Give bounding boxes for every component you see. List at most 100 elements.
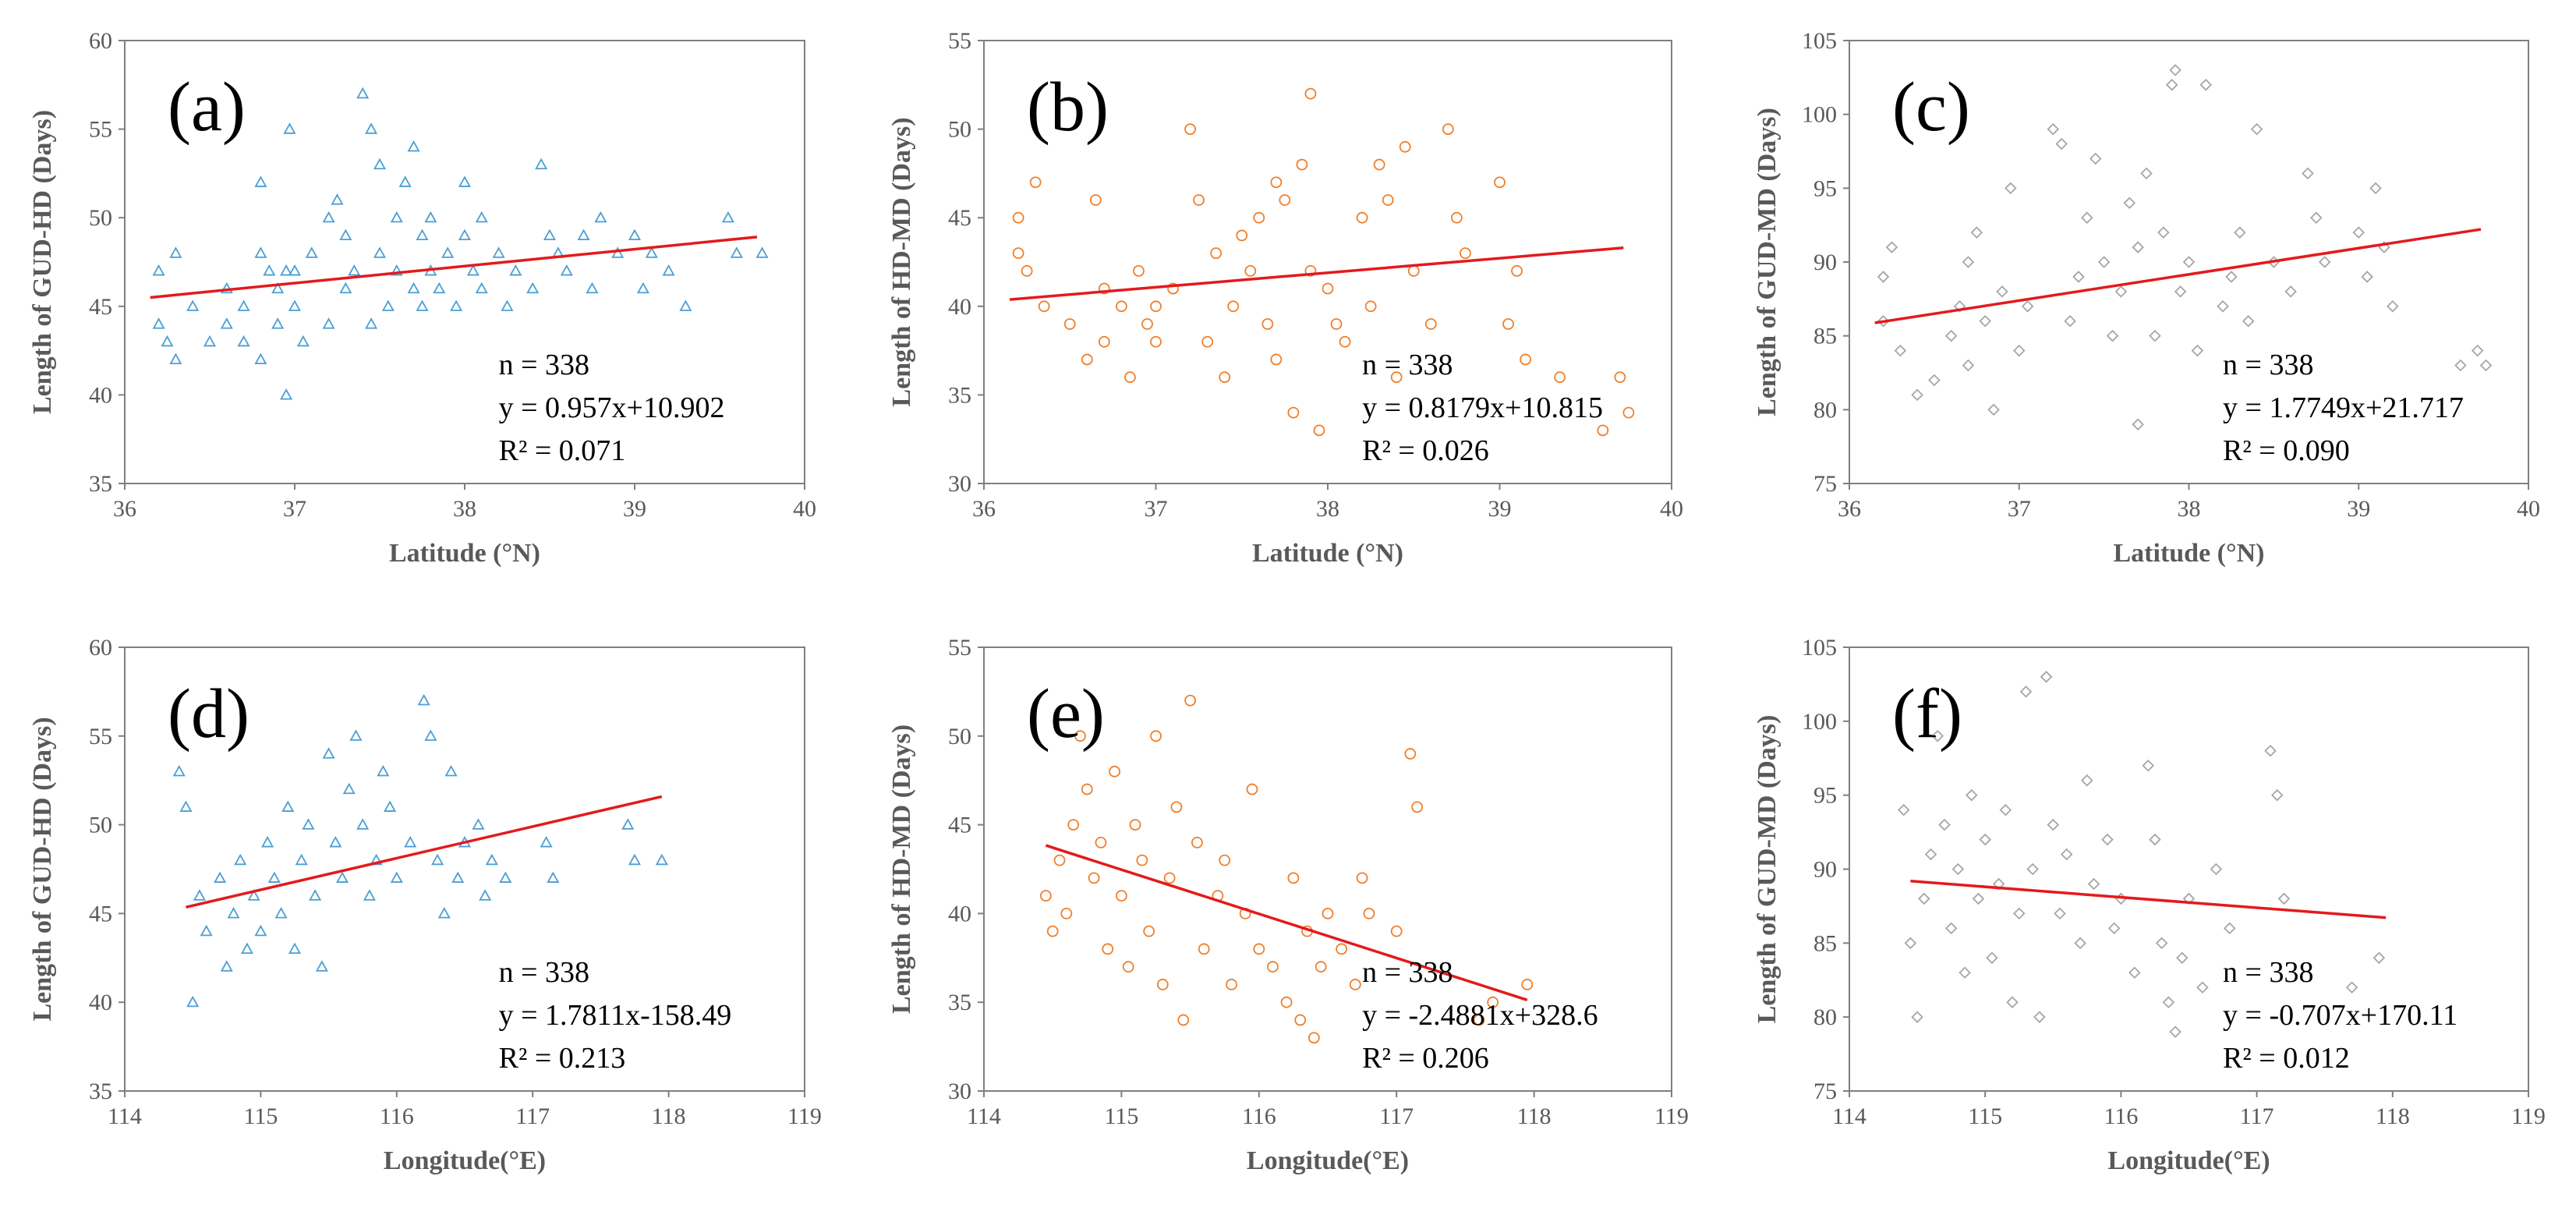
x-tick-label: 114	[1832, 1103, 1867, 1129]
data-point-60	[560, 264, 573, 276]
data-point-38	[1356, 211, 1368, 224]
data-point-19	[1170, 801, 1183, 813]
data-point-9	[1098, 335, 1110, 348]
data-point-36	[1330, 318, 1343, 330]
data-point-25	[349, 729, 363, 741]
data-point-26	[331, 193, 344, 205]
y-tick-label: 60	[89, 635, 112, 661]
data-point-40	[1373, 158, 1385, 171]
data-point-40	[407, 140, 420, 152]
data-point-4	[200, 924, 213, 937]
y-axis-title: Length of GUD-HD (Days)	[28, 110, 57, 414]
data-point-37	[1322, 908, 1334, 919]
data-point-21	[1219, 371, 1231, 384]
data-point-55	[2479, 359, 2493, 372]
data-point-35	[381, 299, 395, 311]
y-axis-title: Length of GUD-MD (Days)	[1753, 715, 1782, 1024]
panel-label: (c)	[1892, 69, 1970, 146]
data-point-30	[384, 800, 397, 812]
panel-label: (a)	[168, 69, 246, 146]
data-point-47	[2318, 256, 2331, 268]
data-point-28	[339, 228, 352, 241]
data-point-52	[475, 282, 488, 294]
y-tick-label: 105	[1802, 635, 1837, 661]
data-point-16	[1167, 282, 1179, 295]
data-point-39	[407, 282, 420, 294]
data-point-15	[2012, 344, 2026, 357]
data-point-38	[1336, 943, 1348, 955]
data-point-31	[1296, 158, 1308, 171]
data-point-42	[2250, 122, 2263, 136]
data-point-25	[2074, 937, 2086, 950]
data-point-20	[315, 960, 328, 972]
data-point-51	[1511, 264, 1523, 277]
y-tick-label: 55	[948, 28, 971, 54]
data-point-41	[2223, 922, 2236, 935]
data-point-8	[1962, 256, 1975, 268]
data-point-20	[2072, 271, 2085, 283]
x-tick-label: 40	[793, 496, 816, 522]
y-tick-label: 30	[948, 471, 971, 497]
data-point-26	[1261, 318, 1274, 330]
y-tick-label: 45	[89, 901, 112, 926]
data-point-45	[2345, 981, 2358, 994]
data-point-2	[1053, 854, 1066, 866]
data-point-11	[1116, 890, 1127, 902]
data-point-13	[1141, 318, 1153, 330]
data-point-38	[451, 871, 465, 883]
data-point-53	[1554, 371, 1566, 384]
data-point-28	[1270, 353, 1283, 366]
x-tick-label: 117	[1379, 1103, 1414, 1129]
data-point-14	[1136, 854, 1148, 866]
data-point-50	[466, 264, 479, 276]
data-point-37	[2199, 79, 2213, 91]
y-tick-label: 55	[89, 117, 112, 143]
x-tick-label: 114	[967, 1103, 1001, 1129]
data-point-19	[283, 122, 296, 134]
y-tick-label: 95	[1813, 175, 1837, 201]
data-point-29	[2140, 167, 2153, 180]
data-point-29	[2107, 922, 2121, 935]
x-tick-label: 116	[380, 1103, 414, 1129]
data-point-35	[1322, 282, 1334, 295]
data-point-9	[240, 942, 253, 955]
data-point-40	[472, 818, 485, 830]
y-tick-label: 35	[948, 382, 971, 408]
data-point-13	[267, 871, 281, 883]
data-point-18	[2019, 685, 2033, 698]
data-point-46	[1487, 996, 1499, 1008]
data-point-40	[2210, 863, 2223, 876]
data-point-47	[450, 299, 463, 311]
data-point-3	[1894, 344, 1907, 357]
data-point-6	[1944, 329, 1958, 342]
data-point-19	[2026, 863, 2039, 876]
x-tick-label: 117	[515, 1103, 550, 1129]
data-point-25	[322, 211, 335, 223]
data-point-14	[1150, 300, 1162, 313]
y-tick-label: 80	[1813, 397, 1837, 423]
data-point-8	[220, 282, 233, 294]
y-tick-label: 45	[948, 813, 971, 838]
data-point-26	[356, 818, 370, 830]
data-point-52	[2387, 300, 2399, 313]
annotation-r2: R² = 0.071	[499, 434, 626, 467]
data-point-33	[1294, 1014, 1307, 1026]
data-point-36	[437, 907, 451, 919]
y-tick-label: 50	[89, 813, 112, 838]
data-point-35	[2162, 996, 2175, 1008]
x-axis-title: Latitude (°N)	[1252, 539, 1403, 568]
annotation-r2: R² = 0.012	[2223, 1042, 2350, 1075]
data-point-20	[1177, 1014, 1190, 1026]
data-point-43	[1404, 748, 1417, 760]
data-point-32	[404, 836, 417, 848]
data-point-10	[1109, 765, 1120, 778]
data-point-13	[254, 175, 267, 187]
data-point-46	[441, 246, 455, 258]
data-point-41	[1382, 194, 1394, 206]
data-point-46	[1442, 123, 1454, 136]
data-point-25	[1219, 854, 1231, 866]
data-point-44	[540, 836, 553, 848]
data-point-5	[1063, 318, 1076, 330]
data-point-33	[1304, 264, 1317, 277]
data-point-12	[1987, 403, 2000, 416]
